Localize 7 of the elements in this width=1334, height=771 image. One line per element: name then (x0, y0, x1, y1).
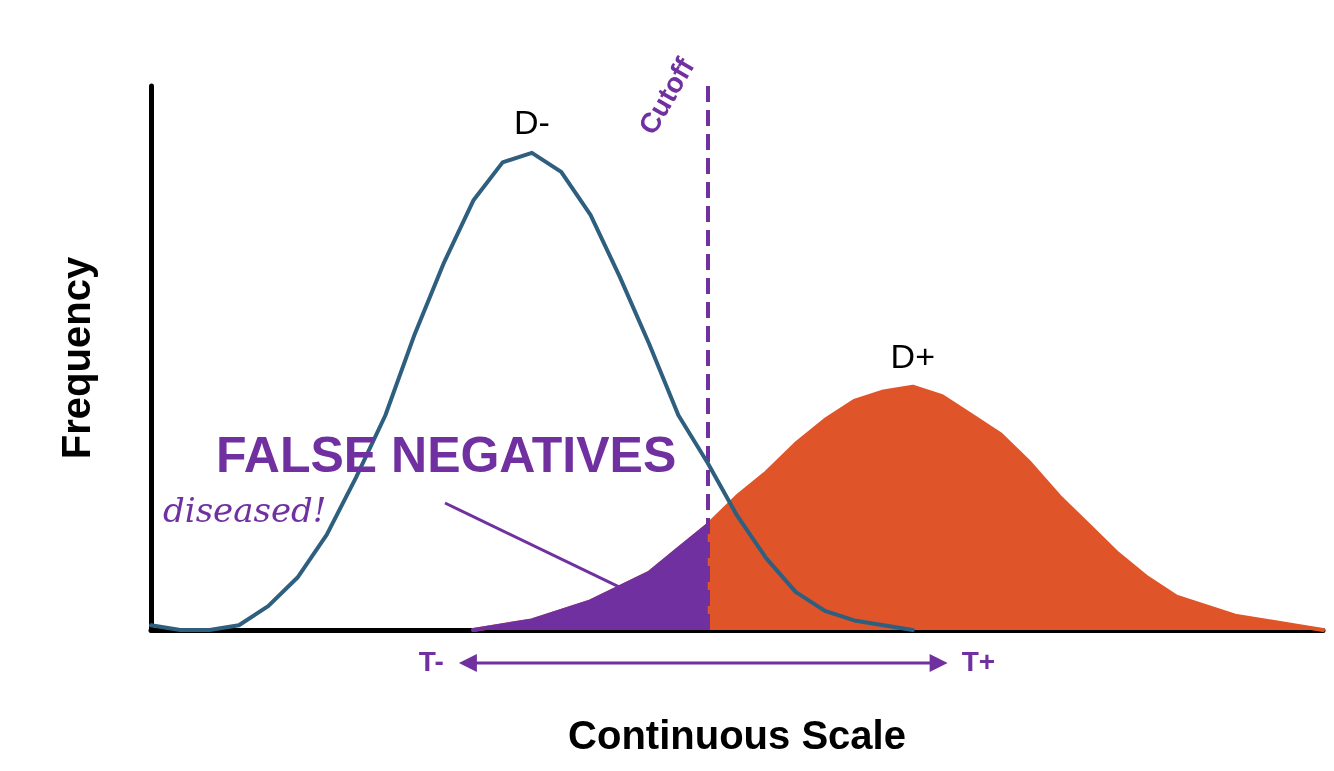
series-label: D+ (890, 336, 936, 375)
y-axis-title: Frequency (54, 256, 98, 460)
text: T- (418, 645, 444, 677)
text: T+ (961, 645, 996, 677)
annotation: diseased! (163, 490, 327, 530)
series-label: D- (513, 102, 550, 141)
x-axis-title: Continuous Scale (568, 713, 906, 757)
